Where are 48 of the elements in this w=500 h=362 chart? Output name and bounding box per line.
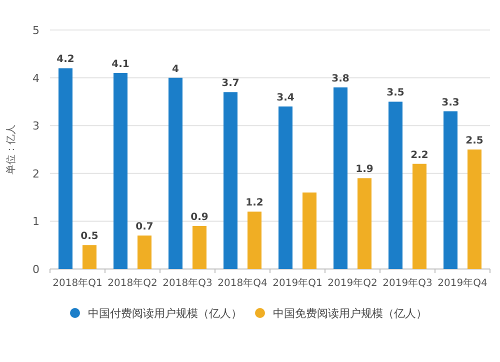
data-label: 4.2 (56, 54, 74, 66)
data-label: 3.3 (442, 97, 460, 108)
y-tick-label: 1 (32, 215, 40, 228)
x-tick-label: 2018年Q2 (108, 277, 158, 289)
y-tick-label: 3 (32, 120, 40, 133)
bar (334, 87, 348, 269)
y-tick-label: 5 (32, 24, 40, 37)
bar (388, 102, 402, 269)
bar (82, 245, 96, 269)
bar (224, 92, 238, 269)
x-tick-label: 2019年Q1 (272, 277, 322, 289)
data-label: 1.2 (246, 198, 264, 209)
bar (468, 150, 482, 269)
bar (168, 78, 182, 269)
y-axis-title: 单位：亿人 (5, 124, 17, 174)
bar (248, 212, 262, 269)
x-tick-label: 2018年Q3 (162, 277, 212, 289)
bar (114, 73, 128, 269)
bar (412, 164, 426, 269)
bar (58, 68, 72, 269)
data-label: 3.8 (332, 73, 350, 84)
data-label: 3.7 (222, 78, 240, 90)
bar (278, 106, 292, 269)
x-tick-label: 2018年Q4 (218, 277, 268, 289)
data-label: 0.9 (190, 212, 208, 223)
x-tick-label: 2019年Q2 (328, 277, 378, 289)
bar (192, 226, 206, 269)
bar (138, 236, 152, 269)
bar (358, 178, 372, 269)
y-tick-label: 2 (32, 167, 40, 180)
data-label: 0.5 (80, 231, 98, 242)
data-label: 2.2 (410, 150, 428, 161)
x-tick-label: 2018年Q1 (52, 277, 102, 289)
y-tick-label: 4 (32, 72, 40, 85)
x-tick-label: 2019年Q3 (382, 277, 432, 289)
bar (302, 192, 316, 269)
data-label: 0.7 (136, 222, 154, 233)
bar (444, 111, 458, 269)
y-tick-label: 0 (32, 263, 40, 276)
data-label: 2.5 (466, 136, 484, 146)
x-tick-label: 2019年Q4 (438, 277, 488, 289)
data-label: 3.5 (386, 88, 404, 99)
data-label: 1.9 (356, 164, 374, 176)
legend-label: 中国付费阅读用户规模（亿人） (88, 307, 242, 320)
data-label: 4 (172, 64, 180, 75)
data-label: 3.4 (276, 92, 294, 104)
legend-label: 中国免费阅读用户规模（亿人） (273, 307, 427, 320)
data-label: 4.1 (112, 59, 130, 70)
